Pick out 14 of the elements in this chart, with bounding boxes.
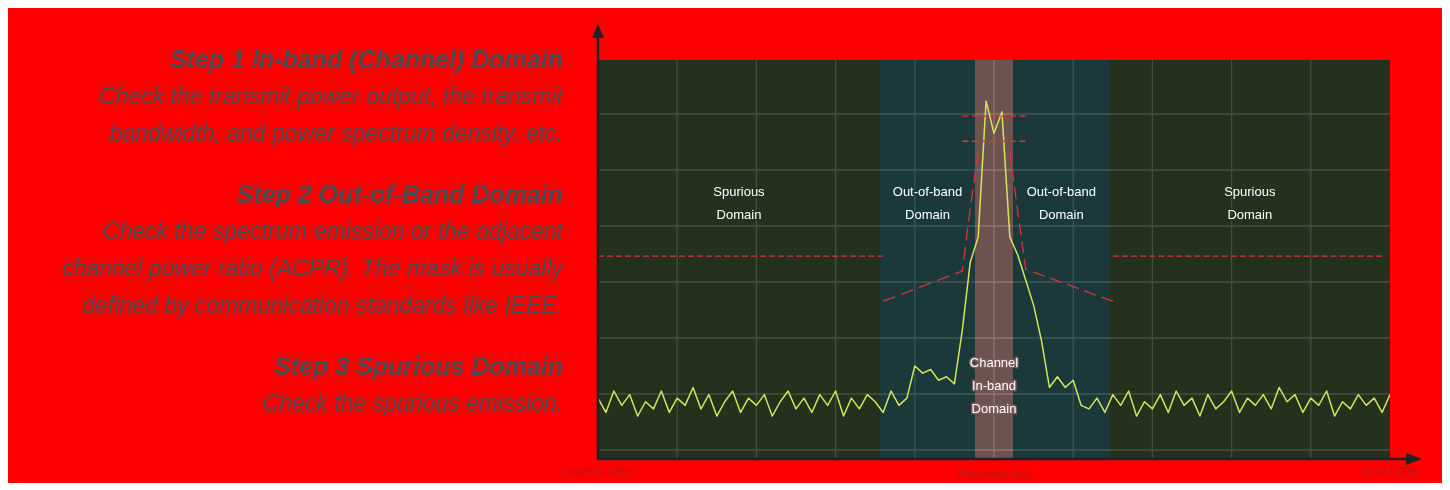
text: Step 3 Spurious Domain [273, 351, 563, 382]
text: Check the transmit power output, the transmit bandwidth, and power spectrum density, etc. [97, 82, 563, 148]
annotation: Spurious Domain [713, 183, 766, 222]
x-tick-label: Down to 9 kHz [562, 465, 635, 477]
text: Check the spurious emission. [261, 389, 563, 418]
annotation: Channel In-band Domain [969, 355, 1019, 417]
annotation: Spurious Domain [1224, 183, 1276, 222]
x-axis-title: Frequency Axis [956, 468, 1033, 480]
text: Check the spectrum emission or the adjacent channel power ratio (ACPR). The mask is usually defined by communication standards like IEEE. [60, 217, 563, 320]
x-tick-label: Up to 6 GHz [1359, 465, 1421, 477]
text: Step 2 Out-of-Band Domain [235, 179, 563, 210]
annotation: Out-of-band Domain [1026, 183, 1097, 222]
text: Step 1 In-band (Channel) Domain [168, 44, 563, 75]
annotation: Out-of-band Domain [892, 183, 963, 222]
